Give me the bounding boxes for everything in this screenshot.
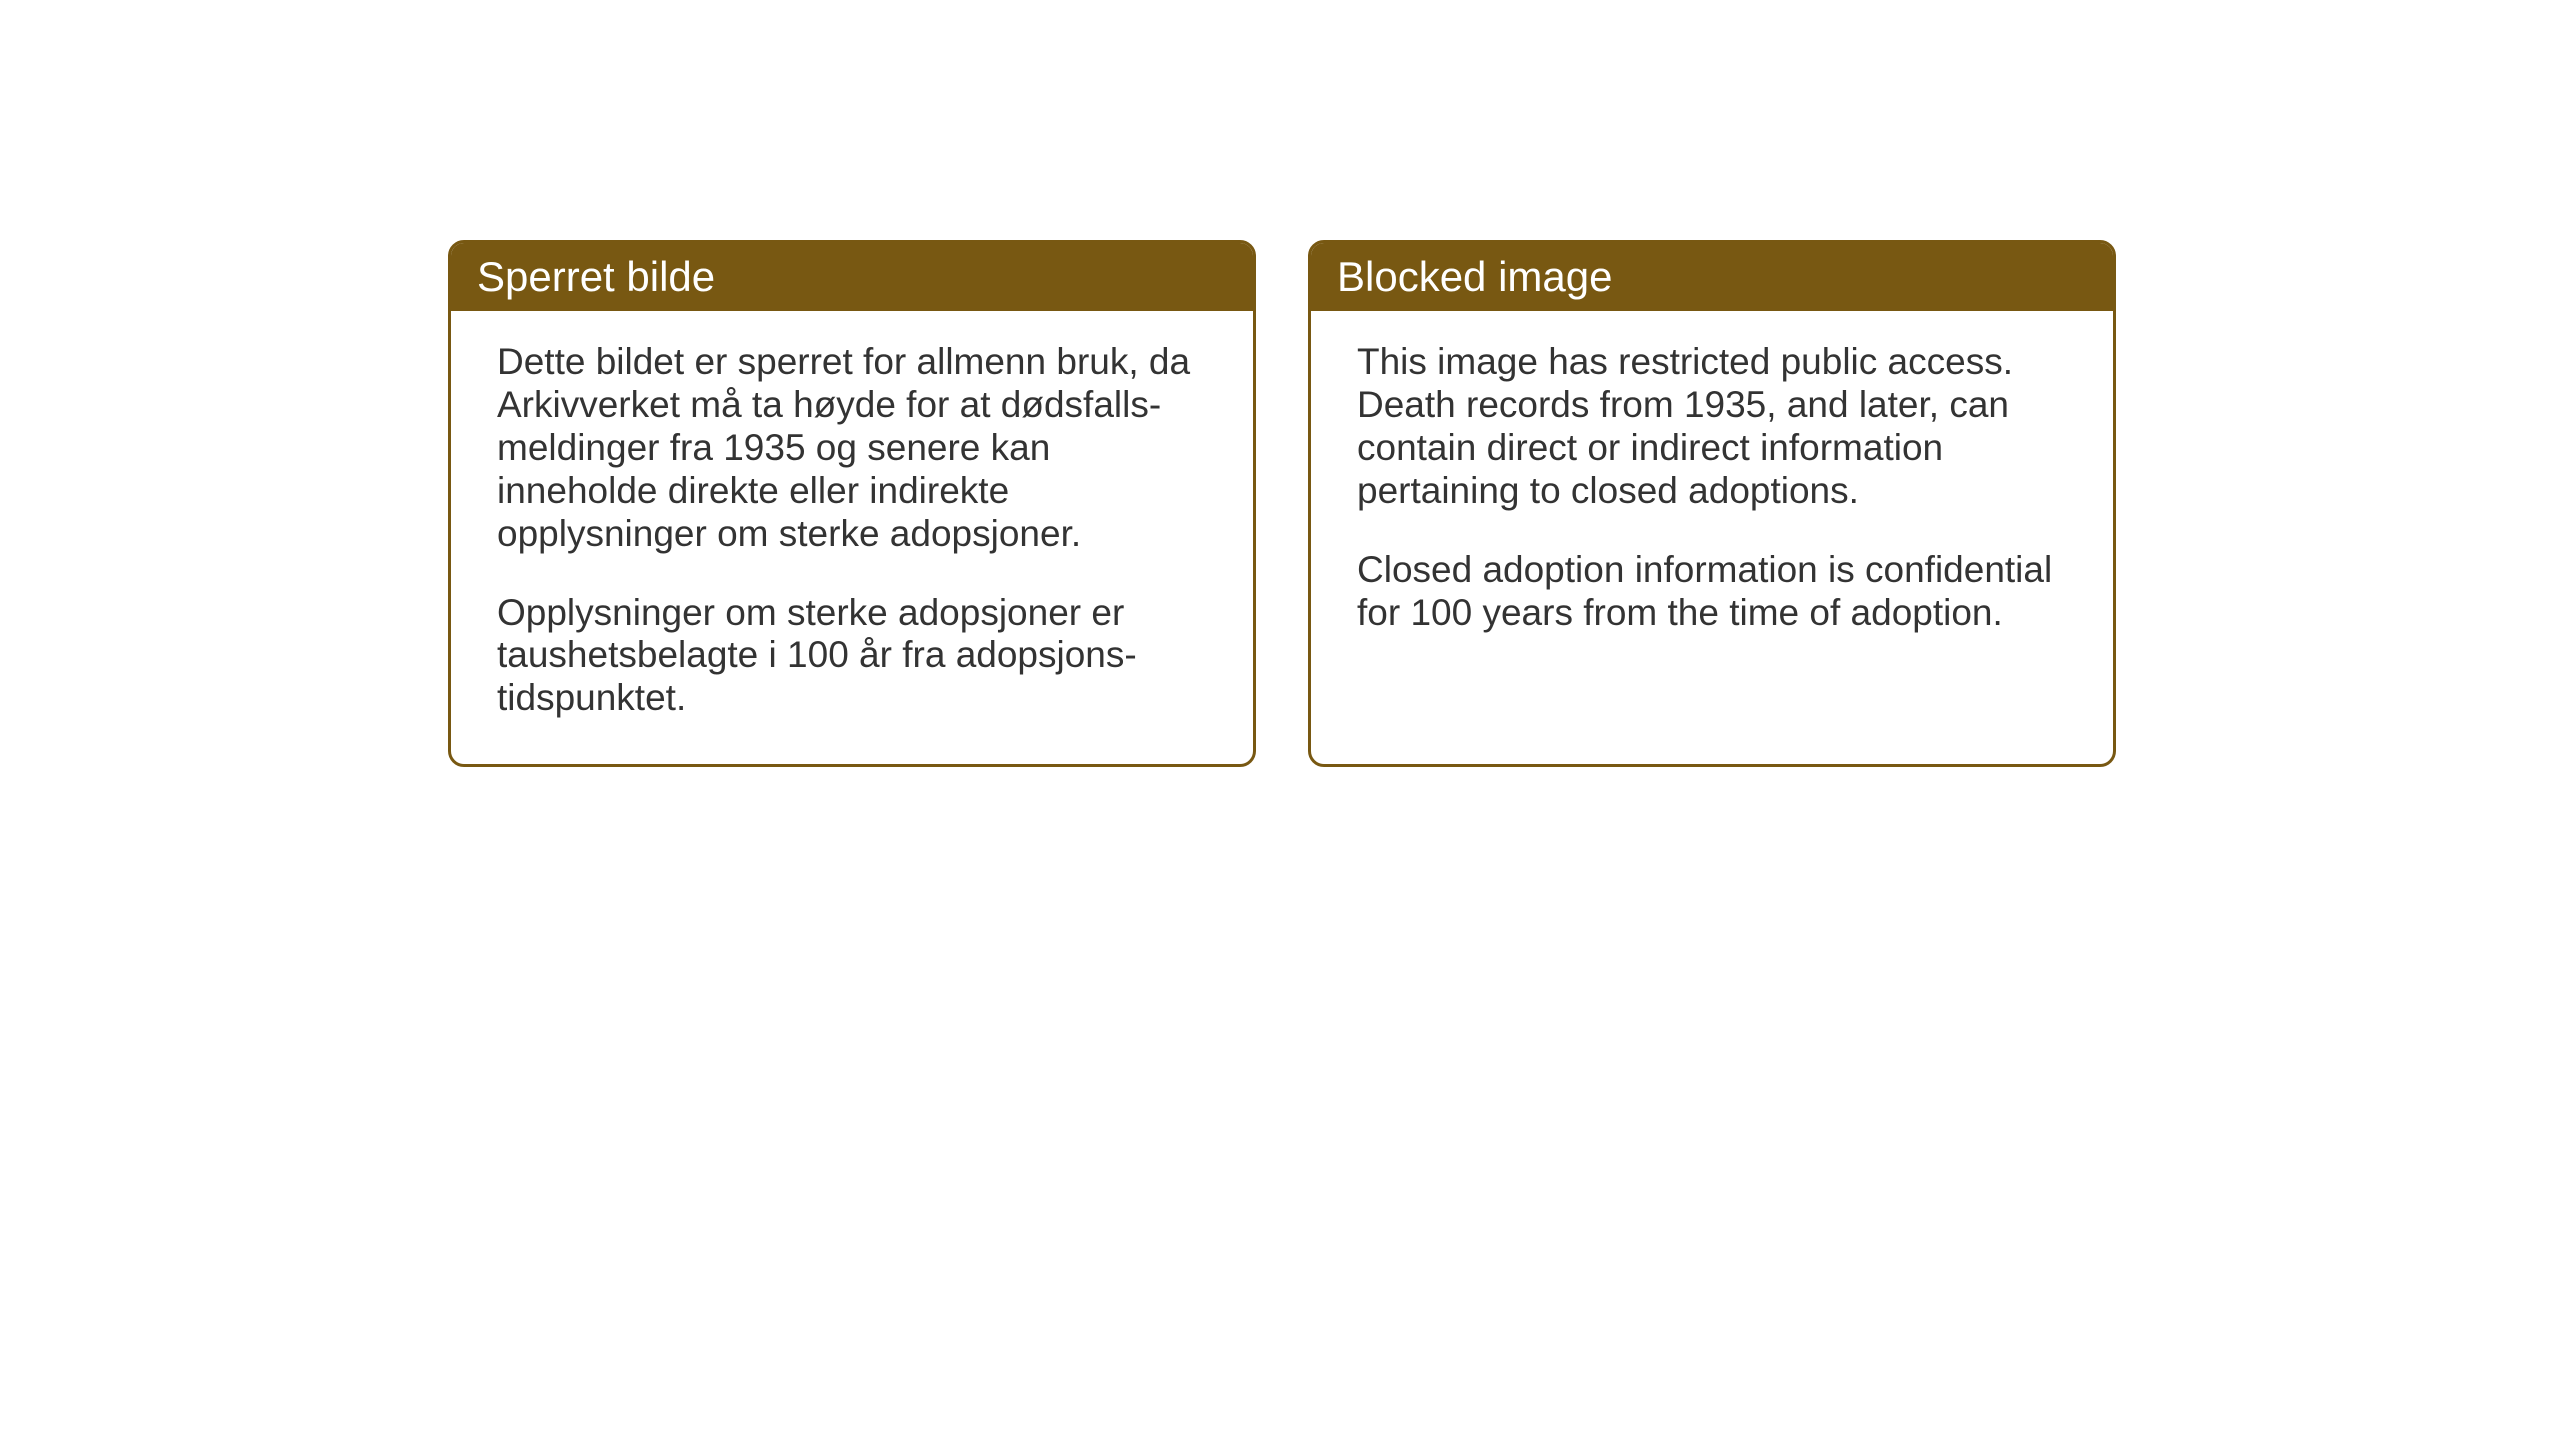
card-paragraph2-english: Closed adoption information is confident… <box>1357 549 2067 635</box>
card-title-english: Blocked image <box>1337 253 1612 300</box>
card-body-norwegian: Dette bildet er sperret for allmenn bruk… <box>451 311 1253 764</box>
card-header-english: Blocked image <box>1311 243 2113 311</box>
card-paragraph2-norwegian: Opplysninger om sterke adopsjoner er tau… <box>497 592 1207 721</box>
notice-card-english: Blocked image This image has restricted … <box>1308 240 2116 767</box>
notice-container: Sperret bilde Dette bildet er sperret fo… <box>448 240 2116 767</box>
card-title-norwegian: Sperret bilde <box>477 253 715 300</box>
card-paragraph1-norwegian: Dette bildet er sperret for allmenn bruk… <box>497 341 1207 556</box>
card-body-english: This image has restricted public access.… <box>1311 311 2113 678</box>
card-header-norwegian: Sperret bilde <box>451 243 1253 311</box>
card-paragraph1-english: This image has restricted public access.… <box>1357 341 2067 513</box>
notice-card-norwegian: Sperret bilde Dette bildet er sperret fo… <box>448 240 1256 767</box>
